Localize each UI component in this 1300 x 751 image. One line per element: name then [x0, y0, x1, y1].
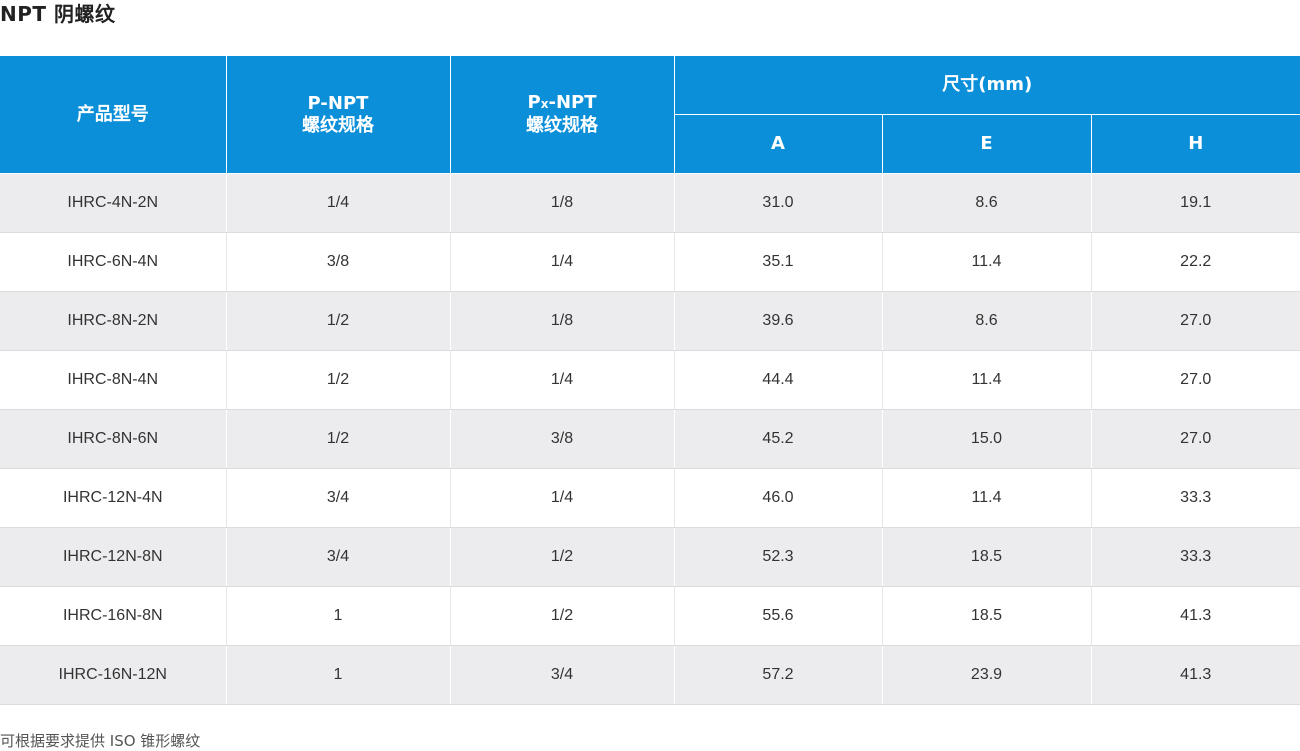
cell-a: 52.3 [674, 527, 883, 587]
header-p-npt: P-NPT 螺纹规格 [226, 56, 451, 174]
cell-px-npt: 1/2 [450, 527, 675, 587]
cell-px-npt: 1/8 [450, 173, 675, 233]
cell-px-npt: 1/4 [450, 350, 675, 410]
cell-a: 45.2 [674, 409, 883, 469]
cell-model: IHRC-8N-4N [0, 350, 227, 410]
cell-a: 55.6 [674, 586, 883, 646]
cell-p-npt: 1 [226, 645, 451, 705]
cell-model: IHRC-16N-12N [0, 645, 227, 705]
cell-a: 31.0 [674, 173, 883, 233]
cell-h: 19.1 [1091, 173, 1300, 233]
table-row: IHRC-4N-2N 1/4 1/8 31.0 8.6 19.1 [0, 173, 1300, 233]
cell-p-npt: 3/4 [226, 527, 451, 587]
cell-h: 27.0 [1091, 409, 1300, 469]
table-row: IHRC-12N-8N 3/4 1/2 52.3 18.5 33.3 [0, 527, 1300, 587]
cell-model: IHRC-6N-4N [0, 232, 227, 292]
cell-e: 8.6 [882, 173, 1092, 233]
cell-a: 46.0 [674, 468, 883, 528]
cell-p-npt: 3/8 [226, 232, 451, 292]
cell-e: 23.9 [882, 645, 1092, 705]
cell-model: IHRC-4N-2N [0, 173, 227, 233]
table-row: IHRC-12N-4N 3/4 1/4 46.0 11.4 33.3 [0, 468, 1300, 528]
cell-e: 18.5 [882, 586, 1092, 646]
table-row: IHRC-6N-4N 3/8 1/4 35.1 11.4 22.2 [0, 232, 1300, 292]
header-a: A [674, 114, 883, 174]
cell-px-npt: 1/8 [450, 291, 675, 351]
spec-table: 产品型号 P-NPT 螺纹规格 Px-NPT 螺纹规格 尺寸(mm) A E H… [0, 56, 1300, 705]
cell-p-npt: 1 [226, 586, 451, 646]
cell-px-npt: 1/4 [450, 468, 675, 528]
cell-px-npt: 1/2 [450, 586, 675, 646]
cell-p-npt: 1/4 [226, 173, 451, 233]
cell-model: IHRC-12N-8N [0, 527, 227, 587]
cell-e: 15.0 [882, 409, 1092, 469]
cell-model: IHRC-12N-4N [0, 468, 227, 528]
table-row: IHRC-16N-8N 1 1/2 55.6 18.5 41.3 [0, 586, 1300, 646]
cell-px-npt: 3/4 [450, 645, 675, 705]
header-h: H [1091, 114, 1300, 174]
header-px-npt: Px-NPT 螺纹规格 [450, 56, 675, 174]
table-row: IHRC-8N-2N 1/2 1/8 39.6 8.6 27.0 [0, 291, 1300, 351]
cell-e: 8.6 [882, 291, 1092, 351]
cell-model: IHRC-8N-2N [0, 291, 227, 351]
cell-px-npt: 3/8 [450, 409, 675, 469]
cell-e: 11.4 [882, 468, 1092, 528]
table-row: IHRC-8N-6N 1/2 3/8 45.2 15.0 27.0 [0, 409, 1300, 469]
cell-h: 33.3 [1091, 527, 1300, 587]
cell-p-npt: 1/2 [226, 350, 451, 410]
cell-p-npt: 1/2 [226, 291, 451, 351]
cell-px-npt: 1/4 [450, 232, 675, 292]
cell-h: 41.3 [1091, 645, 1300, 705]
cell-a: 35.1 [674, 232, 883, 292]
cell-h: 22.2 [1091, 232, 1300, 292]
cell-p-npt: 3/4 [226, 468, 451, 528]
cell-model: IHRC-16N-8N [0, 586, 227, 646]
header-dimensions: 尺寸(mm) [674, 56, 1300, 115]
cell-e: 11.4 [882, 350, 1092, 410]
table-row: IHRC-16N-12N 1 3/4 57.2 23.9 41.3 [0, 645, 1300, 705]
footnote: 可根据要求提供 ISO 锥形螺纹 [0, 732, 201, 750]
page-title: NPT 阴螺纹 [0, 2, 116, 26]
table-row: IHRC-8N-4N 1/2 1/4 44.4 11.4 27.0 [0, 350, 1300, 410]
cell-e: 18.5 [882, 527, 1092, 587]
cell-model: IHRC-8N-6N [0, 409, 227, 469]
header-model: 产品型号 [0, 56, 227, 174]
cell-h: 41.3 [1091, 586, 1300, 646]
cell-a: 44.4 [674, 350, 883, 410]
cell-h: 27.0 [1091, 350, 1300, 410]
cell-a: 39.6 [674, 291, 883, 351]
header-e: E [882, 114, 1092, 174]
cell-a: 57.2 [674, 645, 883, 705]
cell-h: 27.0 [1091, 291, 1300, 351]
cell-e: 11.4 [882, 232, 1092, 292]
cell-h: 33.3 [1091, 468, 1300, 528]
cell-p-npt: 1/2 [226, 409, 451, 469]
